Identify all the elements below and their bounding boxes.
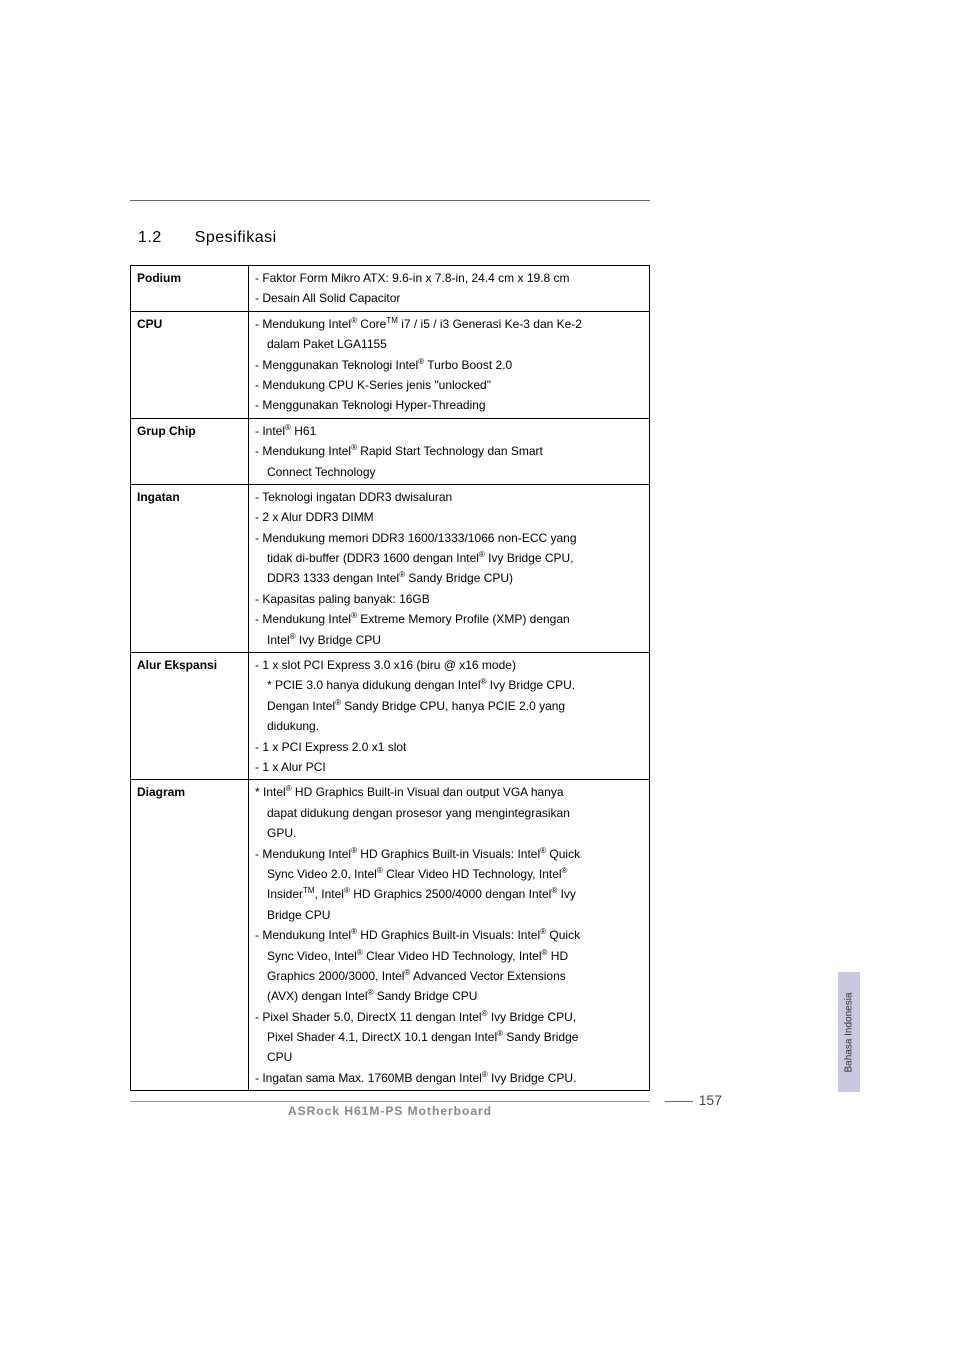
row-label: Alur Ekspansi (131, 653, 249, 780)
language-tab-label: Bahasa Indonesia (844, 992, 855, 1072)
desc-line: - 1 x slot PCI Express 3.0 x16 (biru @ x… (255, 655, 643, 675)
row-label: Ingatan (131, 484, 249, 652)
desc-line: - Kapasitas paling banyak: 16GB (255, 589, 643, 609)
table-row: Alur Ekspansi - 1 x slot PCI Express 3.0 … (131, 653, 650, 780)
top-rule (130, 200, 650, 201)
row-description: * Intel® HD Graphics Built-in Visual dan… (249, 780, 650, 1091)
table-row: Ingatan- Teknologi ingatan DDR3 dwisalur… (131, 484, 650, 652)
desc-line: didukung. (255, 716, 643, 736)
row-label: Grup Chip (131, 418, 249, 484)
table-row: Diagram * Intel® HD Graphics Built-in Vis… (131, 780, 650, 1091)
desc-line: - 2 x Alur DDR3 DIMM (255, 507, 643, 527)
desc-line: - Faktor Form Mikro ATX: 9.6-in x 7.8-in… (255, 268, 643, 288)
desc-line: GPU. (255, 823, 643, 843)
row-label: Podium (131, 266, 249, 312)
desc-line: tidak di-buffer (DDR3 1600 dengan Intel®… (255, 548, 643, 568)
desc-line: Pixel Shader 4.1, DirectX 10.1 dengan In… (255, 1027, 643, 1047)
desc-line: - Intel® H61 (255, 421, 643, 441)
row-label: Diagram (131, 780, 249, 1091)
desc-line: - Mendukung CPU K-Series jenis "unlocked… (255, 375, 643, 395)
desc-line: Intel® Ivy Bridge CPU (255, 630, 643, 650)
desc-line: - Mendukung Intel® HD Graphics Built-in … (255, 925, 643, 945)
language-tab: Bahasa Indonesia (838, 972, 860, 1092)
section-heading: 1.2 Spesifikasi (138, 229, 824, 247)
desc-line: * PCIE 3.0 hanya didukung dengan Intel® … (255, 675, 643, 695)
desc-line: - Pixel Shader 5.0, DirectX 11 dengan In… (255, 1007, 643, 1027)
desc-line: Sync Video, Intel® Clear Video HD Techno… (255, 946, 643, 966)
desc-line: - Mendukung Intel® Extreme Memory Profil… (255, 609, 643, 629)
footer-product: ASRock H61M-PS Motherboard (130, 1104, 650, 1118)
desc-line: - 1 x Alur PCI (255, 757, 643, 777)
desc-line: - Mendukung memori DDR3 1600/1333/1066 n… (255, 528, 643, 548)
row-description: - 1 x slot PCI Express 3.0 x16 (biru @ x… (249, 653, 650, 780)
desc-line: - Desain All Solid Capacitor (255, 288, 643, 308)
page-footer: 157 ASRock H61M-PS Motherboard (130, 1104, 740, 1118)
desc-line: - Mendukung Intel® CoreTM i7 / i5 / i3 G… (255, 314, 643, 334)
row-label: CPU (131, 311, 249, 418)
desc-line: - Mendukung Intel® HD Graphics Built-in … (255, 844, 643, 864)
desc-line: dalam Paket LGA1155 (255, 334, 643, 354)
table-row: Grup Chip- Intel® H61- Mendukung Intel® … (131, 418, 650, 484)
desc-line: (AVX) dengan Intel® Sandy Bridge CPU (255, 986, 643, 1006)
spec-table-body: Podium - Faktor Form Mikro ATX: 9.6-in x … (131, 266, 650, 1091)
desc-line: - 1 x PCI Express 2.0 x1 slot (255, 737, 643, 757)
desc-line: - Menggunakan Teknologi Intel® Turbo Boo… (255, 355, 643, 375)
desc-line: Bridge CPU (255, 905, 643, 925)
desc-line: Graphics 2000/3000, Intel® Advanced Vect… (255, 966, 643, 986)
bottom-rule (130, 1101, 650, 1102)
desc-line: InsiderTM, Intel® HD Graphics 2500/4000 … (255, 884, 643, 904)
desc-line: CPU (255, 1047, 643, 1067)
page-number: 157 (665, 1092, 722, 1108)
section-title: Spesifikasi (195, 229, 277, 246)
desc-line: Connect Technology (255, 462, 643, 482)
desc-line: - Teknologi ingatan DDR3 dwisaluran (255, 487, 643, 507)
desc-line: * Intel® HD Graphics Built-in Visual dan… (255, 782, 643, 802)
desc-line: - Ingatan sama Max. 1760MB dengan Intel®… (255, 1068, 643, 1088)
desc-line: Sync Video 2.0, Intel® Clear Video HD Te… (255, 864, 643, 884)
desc-line: Dengan Intel® Sandy Bridge CPU, hanya PC… (255, 696, 643, 716)
row-description: - Mendukung Intel® CoreTM i7 / i5 / i3 G… (249, 311, 650, 418)
row-description: - Teknologi ingatan DDR3 dwisaluran- 2 x… (249, 484, 650, 652)
spec-table: Podium - Faktor Form Mikro ATX: 9.6-in x … (130, 265, 650, 1091)
section-number: 1.2 (138, 229, 162, 246)
desc-line: - Menggunakan Teknologi Hyper-Threading (255, 395, 643, 415)
row-description: - Faktor Form Mikro ATX: 9.6-in x 7.8-in… (249, 266, 650, 312)
row-description: - Intel® H61- Mendukung Intel® Rapid Sta… (249, 418, 650, 484)
desc-line: dapat didukung dengan prosesor yang meng… (255, 803, 643, 823)
table-row: CPU - Mendukung Intel® CoreTM i7 / i5 / i… (131, 311, 650, 418)
table-row: Podium - Faktor Form Mikro ATX: 9.6-in x … (131, 266, 650, 312)
desc-line: DDR3 1333 dengan Intel® Sandy Bridge CPU… (255, 568, 643, 588)
desc-line: - Mendukung Intel® Rapid Start Technolog… (255, 441, 643, 461)
